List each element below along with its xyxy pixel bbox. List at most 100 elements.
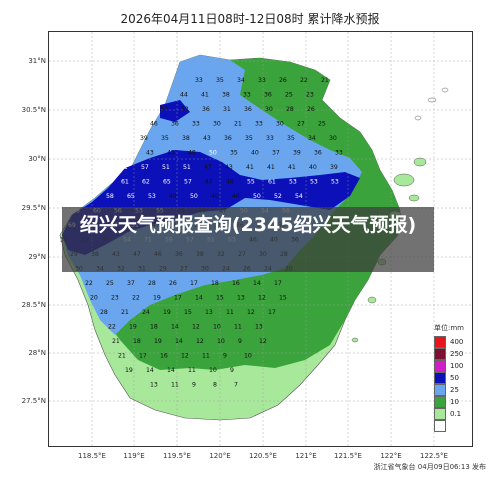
- precip-value: 11: [234, 324, 242, 331]
- precip-value: 38: [222, 92, 230, 99]
- precip-value: 39: [330, 164, 338, 171]
- precip-value: 36: [314, 150, 322, 157]
- precip-value: 33: [335, 150, 343, 157]
- precip-value: 22: [300, 77, 308, 84]
- legend-swatch: [434, 396, 446, 408]
- legend-value: 400: [450, 338, 464, 346]
- legend-swatch: [434, 360, 446, 372]
- precip-value: 26: [307, 106, 315, 113]
- precip-value: 16: [160, 353, 168, 360]
- precip-value: 14: [167, 367, 175, 374]
- precip-value: 33: [195, 77, 203, 84]
- precip-value: 10: [217, 338, 225, 345]
- precip-value: 50: [253, 193, 261, 200]
- legend-item: 400: [434, 336, 464, 348]
- precip-value: 28: [286, 106, 294, 113]
- legend-value: 0.1: [450, 410, 462, 418]
- lon-label: 120°E: [209, 452, 231, 460]
- precip-value: 12: [247, 309, 255, 316]
- legend-swatch: [434, 348, 446, 360]
- precip-value: 10: [213, 324, 221, 331]
- precip-value: 33: [255, 121, 263, 128]
- precip-value: 48: [226, 179, 234, 186]
- precip-value: 28: [100, 309, 108, 316]
- precip-value: 14: [253, 280, 261, 287]
- precip-value: 44: [180, 92, 188, 99]
- lon-label: 121.5°E: [334, 452, 362, 460]
- legend: 单位:mm 400 250 100 50 25 10 0.1: [434, 323, 464, 432]
- precip-value: 22: [108, 324, 116, 331]
- precip-value: 47: [205, 179, 213, 186]
- precip-value: 58: [106, 193, 114, 200]
- precip-value: 47: [204, 164, 212, 171]
- islands: [414, 87, 449, 121]
- precip-value: 41: [201, 92, 209, 99]
- precip-value: 18: [211, 280, 219, 287]
- precip-value: 36: [224, 135, 232, 142]
- band-50: [160, 100, 190, 122]
- precip-value: 53: [148, 193, 156, 200]
- precip-value: 35: [216, 77, 224, 84]
- precip-value: 14: [146, 367, 154, 374]
- precip-value: 50: [209, 150, 217, 157]
- precip-value: 58: [125, 150, 133, 157]
- precip-value: 19: [129, 324, 137, 331]
- precip-value: 18: [133, 338, 141, 345]
- precip-value: 9: [238, 338, 242, 345]
- precip-value: 33: [266, 135, 274, 142]
- precip-value: 27: [297, 121, 305, 128]
- precip-value: 19: [125, 367, 133, 374]
- precip-value: 57: [160, 106, 168, 113]
- lat-label: 27.5°N: [21, 397, 46, 405]
- precip-value: 10: [209, 367, 217, 374]
- precip-value: 45: [167, 150, 175, 157]
- precip-value: 35: [161, 135, 169, 142]
- precip-value: 37: [127, 280, 135, 287]
- precip-value: 17: [268, 309, 276, 316]
- precip-value: 25: [285, 92, 293, 99]
- lat-label: 28.5°N: [21, 301, 46, 309]
- precip-value: 36: [171, 121, 179, 128]
- legend-item: 250: [434, 348, 464, 360]
- precip-value: 46: [232, 193, 240, 200]
- precip-value: 15: [184, 309, 192, 316]
- precip-value: 15: [279, 295, 287, 302]
- precip-value: 30: [329, 135, 337, 142]
- precip-value: 35: [287, 135, 295, 142]
- precip-value: 21: [321, 77, 329, 84]
- legend-value: 50: [450, 374, 459, 382]
- precip-value: 63: [85, 193, 93, 200]
- precip-value: 62: [142, 179, 150, 186]
- precip-value: 43: [146, 150, 154, 157]
- legend-title: 单位:mm: [434, 324, 464, 332]
- precip-value: 9: [223, 353, 227, 360]
- precip-value: 36: [264, 92, 272, 99]
- legend-value: 100: [450, 362, 464, 370]
- precip-value: 12: [192, 324, 200, 331]
- precip-value: 19: [153, 295, 161, 302]
- precip-value: 61: [268, 179, 276, 186]
- lon-label: 118.5°E: [78, 452, 106, 460]
- legend-item: 100: [434, 360, 464, 372]
- precip-value: 25: [106, 280, 114, 287]
- legend-swatch: [434, 336, 446, 348]
- lat-label: 29°N: [28, 253, 46, 261]
- precip-value: 28: [148, 280, 156, 287]
- lon-label: 122.5°E: [420, 452, 448, 460]
- precip-value: 51: [162, 164, 170, 171]
- issuer-credit: 浙江省气象台 04月09日06:13 发布: [373, 463, 486, 471]
- precip-value: 30: [213, 121, 221, 128]
- precip-value: 12: [196, 338, 204, 345]
- precip-value: 12: [181, 353, 189, 360]
- precip-value: 14: [195, 295, 203, 302]
- precip-value: 21: [234, 121, 242, 128]
- precip-value: 18: [150, 324, 158, 331]
- precip-value: 21: [112, 338, 120, 345]
- precip-value: 30: [265, 106, 273, 113]
- precip-value: 41: [288, 164, 296, 171]
- banner-overlay: [62, 207, 434, 272]
- lon-label: 122°E: [380, 452, 402, 460]
- lat-label: 30.5°N: [21, 106, 46, 114]
- precip-value: 13: [150, 382, 158, 389]
- legend-item: [434, 420, 464, 432]
